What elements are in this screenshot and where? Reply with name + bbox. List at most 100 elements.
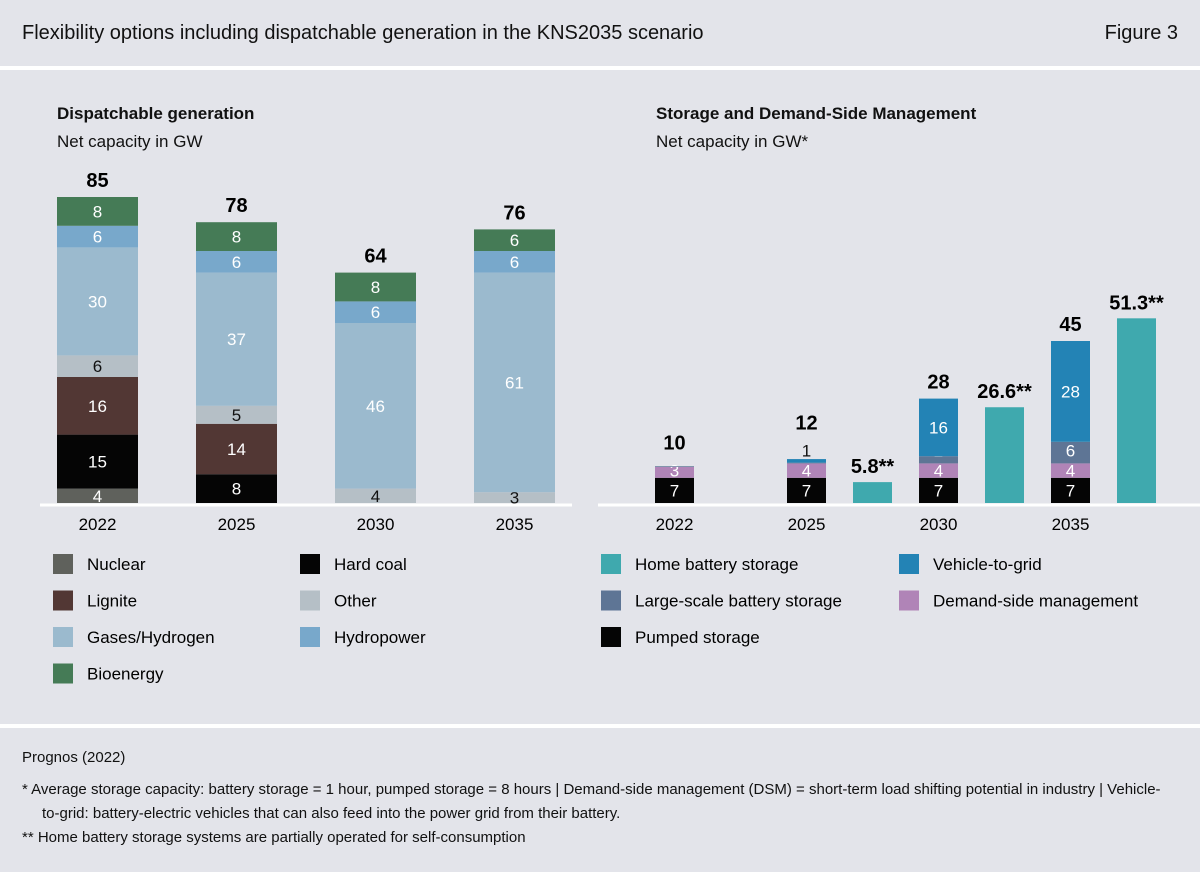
bar-pumped-storage-2025 xyxy=(787,477,826,503)
bar-bioenergy-2030 xyxy=(335,272,416,302)
bar-lignite-2025 xyxy=(196,423,277,475)
bar-hydropower-2022 xyxy=(57,225,138,248)
total-label: 76 xyxy=(503,202,525,224)
total-label: 12 xyxy=(795,412,817,434)
bar-gases-hydrogen-2035 xyxy=(474,272,555,493)
header: Flexibility options including dispatchab… xyxy=(0,0,1200,70)
bar-label: 28 xyxy=(1061,382,1080,401)
x-tick-label: 2030 xyxy=(920,515,958,534)
bar-label: 6 xyxy=(232,253,241,272)
bar-other-2035 xyxy=(474,492,555,503)
legend-label: Other xyxy=(334,592,377,611)
footnote-2: ** Home battery storage systems are part… xyxy=(22,829,526,846)
bar-label: 37 xyxy=(227,330,246,349)
footnotes: Prognos (2022) * Average storage capacit… xyxy=(22,746,1178,850)
home-battery-label: 26.6** xyxy=(977,381,1032,403)
legend-label: Lignite xyxy=(87,592,137,611)
bar-label: 6 xyxy=(93,228,102,247)
figure-title: Flexibility options including dispatchab… xyxy=(22,22,704,44)
bar-demand-side-management-2035 xyxy=(1051,463,1090,478)
legend-swatch xyxy=(300,554,320,574)
bar-pumped-storage-2035 xyxy=(1051,477,1090,503)
bar-home-battery-2030 xyxy=(985,407,1024,503)
x-tick-label: 2035 xyxy=(1052,515,1090,534)
legend-label: Bioenergy xyxy=(87,665,164,684)
left-chart-subtitle: Net capacity in GW xyxy=(57,132,203,151)
bar-large-scale-battery-storage-2025 xyxy=(787,462,826,464)
figure-number: Figure 3 xyxy=(1104,22,1178,44)
legend-label: Gases/Hydrogen xyxy=(87,628,215,647)
bar-home-battery-2025 xyxy=(853,482,892,503)
bar-label: 4 xyxy=(371,487,380,506)
bar-label: 7 xyxy=(934,481,943,500)
bar-bioenergy-2022 xyxy=(57,197,138,226)
home-battery-label: 5.8** xyxy=(851,456,895,478)
bar-hydropower-2030 xyxy=(335,301,416,323)
legend-swatch xyxy=(53,663,73,684)
bar-demand-side-management-2025 xyxy=(787,463,826,478)
bar-label: 46 xyxy=(366,397,385,416)
legend-label: Hard coal xyxy=(334,555,407,574)
bar-label: 6 xyxy=(510,231,519,250)
bar-label: 30 xyxy=(88,292,107,311)
footnote-1: * Average storage capacity: battery stor… xyxy=(22,781,1161,822)
bar-bioenergy-2035 xyxy=(474,229,555,251)
bar-gases-hydrogen-2025 xyxy=(196,272,277,406)
legend-swatch xyxy=(300,590,320,611)
total-label: 78 xyxy=(225,195,247,217)
bar-demand-side-management-2030 xyxy=(919,463,958,478)
x-tick-label: 2035 xyxy=(496,515,534,534)
bar-label: 7 xyxy=(802,481,811,500)
bar-vehicle-to-grid-2025 xyxy=(787,459,826,463)
bar-lignite-2022 xyxy=(57,377,138,435)
home-battery-label: 51.3** xyxy=(1109,292,1164,314)
bar-label: 6 xyxy=(1066,441,1075,460)
bar-label: 16 xyxy=(929,418,948,437)
x-tick-label: 2022 xyxy=(79,515,117,534)
total-label: 85 xyxy=(86,170,108,192)
legend-swatch xyxy=(601,590,621,611)
left-chart-title: Dispatchable generation xyxy=(57,104,255,123)
bar-label: 6 xyxy=(510,253,519,272)
bar-label: 3 xyxy=(670,461,679,480)
bar-label: 4 xyxy=(1066,461,1075,480)
legend-label: Pumped storage xyxy=(635,628,760,647)
x-tick-label: 2025 xyxy=(218,515,256,534)
bar-label: 4 xyxy=(93,487,102,506)
legend-label: Vehicle-to-grid xyxy=(933,555,1042,574)
right-chart-subtitle: Net capacity in GW* xyxy=(656,132,809,151)
bar-label: 61 xyxy=(505,373,524,392)
bar-label: 6 xyxy=(371,303,380,322)
total-label: 28 xyxy=(927,372,949,394)
bar-vehicle-to-grid-2035 xyxy=(1051,341,1090,442)
legend-swatch xyxy=(53,590,73,611)
bar-label: 4 xyxy=(934,461,943,480)
charts: 4151663068852022814537687820254466864203… xyxy=(40,170,1200,684)
legend-swatch xyxy=(601,627,621,647)
bar-home-battery-2035 xyxy=(1117,318,1156,503)
bar-gases-hydrogen-2022 xyxy=(57,247,138,356)
bar-label: 8 xyxy=(371,278,380,297)
bar-demand-side-management-2022 xyxy=(655,467,694,478)
legend-swatch xyxy=(899,554,919,574)
bar-hydropower-2035 xyxy=(474,251,555,273)
bar-label: 3 xyxy=(510,489,519,508)
bar-label: 4 xyxy=(802,461,811,480)
bar-other-2025 xyxy=(196,405,277,424)
x-tick-label: 2022 xyxy=(656,515,694,534)
total-label: 10 xyxy=(663,432,685,454)
legend-swatch xyxy=(601,554,621,574)
bar-hydropower-2025 xyxy=(196,251,277,273)
legend-label: Nuclear xyxy=(87,555,146,574)
bar-label: 6 xyxy=(93,357,102,376)
bar-label: 7 xyxy=(670,481,679,500)
legend-swatch xyxy=(300,627,320,647)
bar-label: 15 xyxy=(88,453,107,472)
legend-label: Demand-side management xyxy=(933,592,1138,611)
bar-label: 5 xyxy=(232,406,241,425)
legend-swatch xyxy=(53,627,73,647)
bar-hard-coal-2025 xyxy=(196,474,277,503)
total-label: 64 xyxy=(364,246,387,268)
bar-large-scale-battery-storage-2030 xyxy=(919,456,958,464)
bar-nuclear-2022 xyxy=(57,488,138,503)
